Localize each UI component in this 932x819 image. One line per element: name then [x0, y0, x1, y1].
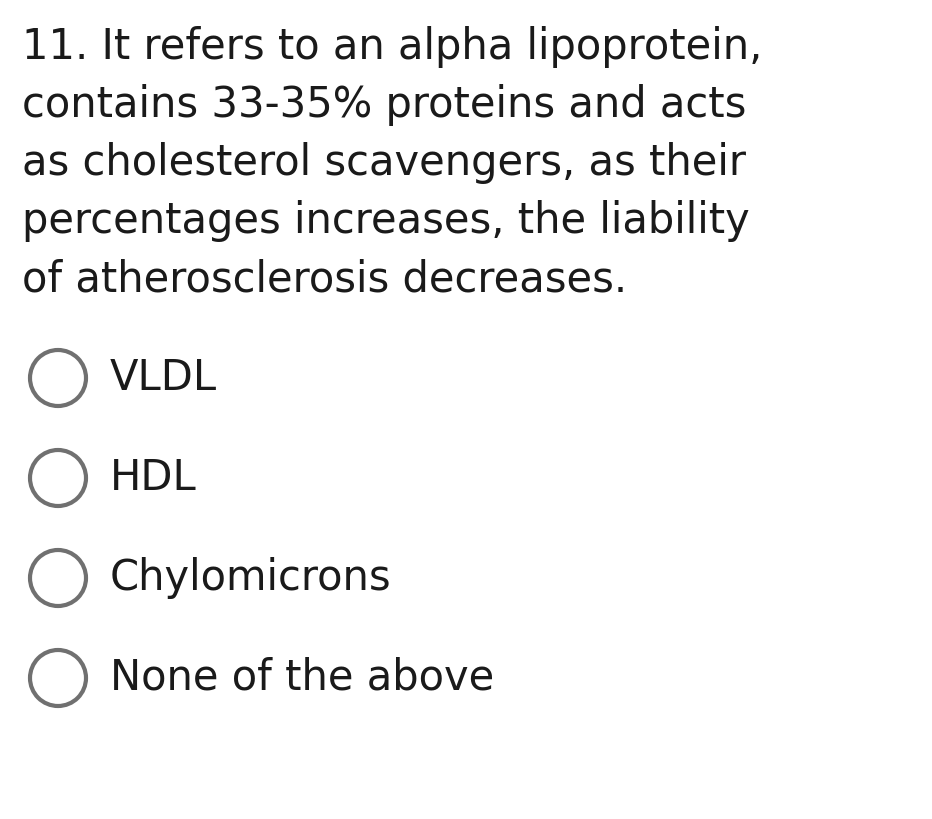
Text: as cholesterol scavengers, as their: as cholesterol scavengers, as their [22, 142, 746, 184]
Text: percentages increases, the liability: percentages increases, the liability [22, 200, 749, 242]
Text: HDL: HDL [110, 457, 197, 499]
Text: None of the above: None of the above [110, 657, 494, 699]
Text: 11. It refers to an alpha lipoprotein,: 11. It refers to an alpha lipoprotein, [22, 26, 762, 68]
Text: of atherosclerosis decreases.: of atherosclerosis decreases. [22, 258, 627, 300]
Text: Chylomicrons: Chylomicrons [110, 557, 391, 599]
Text: contains 33-35% proteins and acts: contains 33-35% proteins and acts [22, 84, 747, 126]
Text: VLDL: VLDL [110, 357, 217, 399]
